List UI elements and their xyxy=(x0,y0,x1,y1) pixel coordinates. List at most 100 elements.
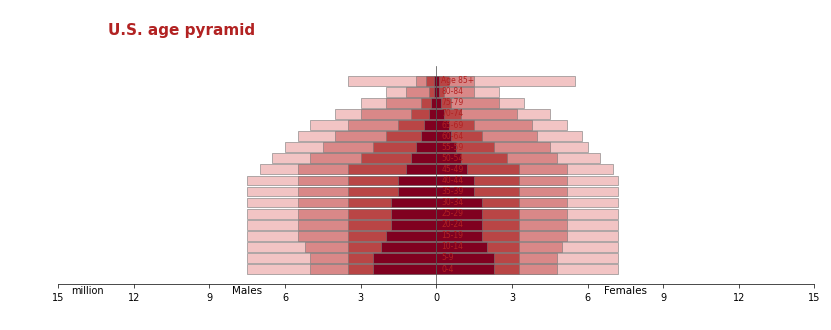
Bar xyxy=(248,198,436,208)
Text: 50-54: 50-54 xyxy=(441,154,464,163)
Bar xyxy=(248,176,436,185)
Bar xyxy=(386,231,436,241)
Bar xyxy=(436,153,600,163)
Bar xyxy=(348,187,436,196)
Text: 65-69: 65-69 xyxy=(441,120,464,130)
Bar xyxy=(436,120,532,130)
Bar xyxy=(436,153,461,163)
Bar xyxy=(381,242,436,252)
Bar xyxy=(436,242,487,252)
Text: 45-49: 45-49 xyxy=(441,165,464,174)
Bar xyxy=(273,153,436,163)
Bar xyxy=(406,164,436,174)
Bar xyxy=(436,109,550,119)
Bar xyxy=(436,198,482,208)
Bar xyxy=(436,76,474,86)
Bar xyxy=(361,109,436,119)
Bar xyxy=(373,142,436,152)
Text: 15-19: 15-19 xyxy=(441,231,464,240)
Bar xyxy=(323,142,436,152)
Bar xyxy=(391,198,436,208)
Bar xyxy=(297,131,436,141)
Bar xyxy=(297,231,436,241)
Bar xyxy=(406,87,436,97)
Bar xyxy=(411,109,436,119)
Bar xyxy=(411,153,436,163)
Bar xyxy=(436,142,550,152)
Bar xyxy=(416,76,436,86)
Bar xyxy=(436,164,466,174)
Bar xyxy=(436,164,519,174)
Bar xyxy=(348,220,436,230)
Bar xyxy=(436,231,519,241)
Bar xyxy=(436,231,568,241)
Bar xyxy=(373,264,436,274)
Bar xyxy=(436,131,451,141)
Bar xyxy=(436,242,563,252)
Bar xyxy=(436,187,617,196)
Bar xyxy=(436,153,507,163)
Bar xyxy=(436,120,474,130)
Text: 10-14: 10-14 xyxy=(441,242,464,251)
Bar xyxy=(436,176,474,185)
Bar xyxy=(436,87,444,97)
Bar xyxy=(348,76,436,86)
Bar xyxy=(436,220,519,230)
Bar xyxy=(436,253,519,263)
Text: 60-64: 60-64 xyxy=(441,132,464,141)
Bar xyxy=(336,109,436,119)
Bar xyxy=(436,98,499,108)
Text: 35-39: 35-39 xyxy=(441,187,464,196)
Text: 0-4: 0-4 xyxy=(441,265,454,274)
Bar xyxy=(248,187,436,196)
Text: 80-84: 80-84 xyxy=(441,87,464,96)
Bar xyxy=(436,198,568,208)
Bar xyxy=(248,231,436,241)
Bar xyxy=(436,220,617,230)
Bar xyxy=(386,87,436,97)
Bar xyxy=(436,109,461,119)
Text: Males: Males xyxy=(232,286,263,296)
Bar xyxy=(348,253,436,263)
Bar xyxy=(436,98,524,108)
Text: Females: Females xyxy=(604,286,647,296)
Text: 20-24: 20-24 xyxy=(441,220,464,229)
Bar xyxy=(310,120,436,130)
Bar xyxy=(391,209,436,218)
Bar xyxy=(399,187,436,196)
Bar xyxy=(436,164,612,174)
Bar xyxy=(436,131,482,141)
Bar xyxy=(348,242,436,252)
Bar xyxy=(421,131,436,141)
Bar xyxy=(434,87,436,97)
Bar xyxy=(436,187,474,196)
Bar xyxy=(436,76,575,86)
Bar xyxy=(310,264,436,274)
Text: 75-79: 75-79 xyxy=(441,98,464,108)
Bar xyxy=(431,98,436,108)
Bar xyxy=(248,264,436,274)
Bar xyxy=(348,164,436,174)
Text: 40-44: 40-44 xyxy=(441,176,464,185)
Text: 70-74: 70-74 xyxy=(441,110,464,118)
Bar xyxy=(436,153,558,163)
Bar xyxy=(436,131,537,141)
Bar xyxy=(285,142,436,152)
Bar xyxy=(436,142,494,152)
Bar xyxy=(386,98,436,108)
Bar xyxy=(436,120,568,130)
Bar xyxy=(436,209,568,218)
Text: 25-29: 25-29 xyxy=(441,209,464,218)
Bar xyxy=(436,98,451,108)
Bar xyxy=(297,209,436,218)
Bar xyxy=(297,187,436,196)
Text: U.S. age pyramid: U.S. age pyramid xyxy=(108,23,255,38)
Bar xyxy=(305,242,436,252)
Bar xyxy=(297,176,436,185)
Bar xyxy=(436,253,617,263)
Bar xyxy=(348,264,436,274)
Bar xyxy=(436,231,617,241)
Bar xyxy=(436,242,617,252)
Bar xyxy=(361,98,436,108)
Bar xyxy=(436,176,568,185)
